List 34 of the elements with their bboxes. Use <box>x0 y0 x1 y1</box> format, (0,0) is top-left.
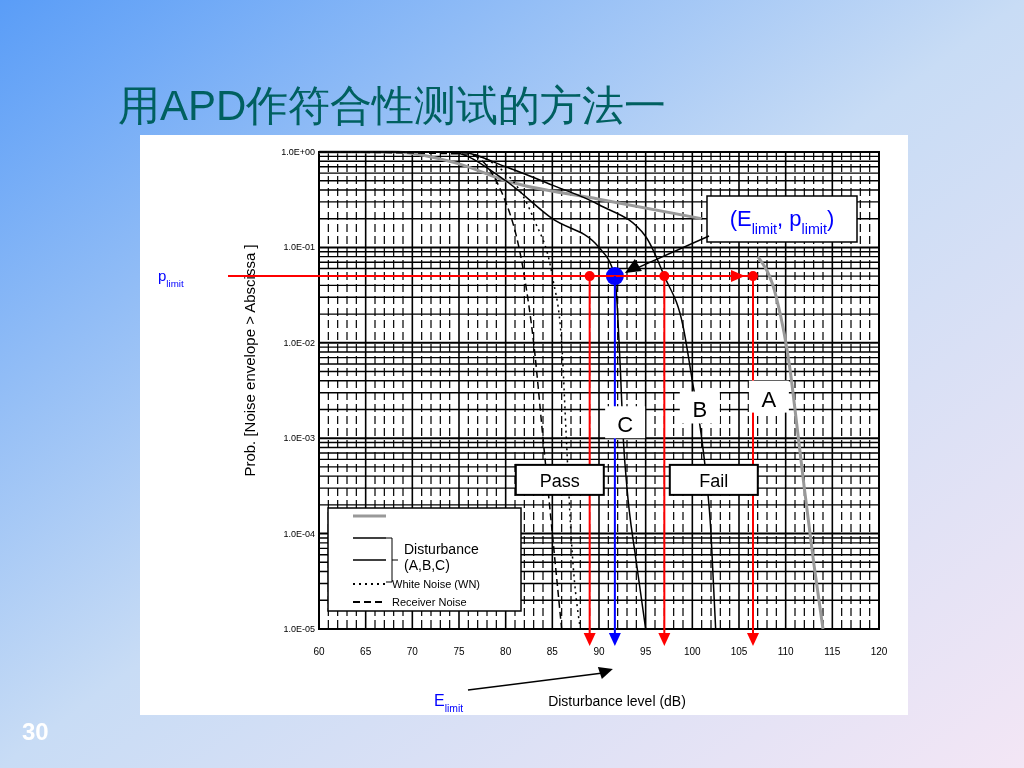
series-label: C <box>617 412 634 438</box>
annotation: Disturbance (A,B,C) <box>404 541 479 573</box>
x-tick-label: 105 <box>730 646 748 657</box>
y-tick-label: 1.0E-02 <box>283 337 315 348</box>
x-tick-label: 75 <box>453 646 465 657</box>
x-tick-label: 115 <box>824 646 841 657</box>
series-label: A <box>761 386 777 412</box>
annotation: Fail <box>699 470 729 491</box>
x-tick-label: 65 <box>360 646 372 657</box>
x-tick-label: 85 <box>546 646 559 657</box>
y-tick-label: 1.0E-05 <box>283 624 315 634</box>
y-tick-label: 1.0E-04 <box>283 528 315 539</box>
x-tick-label: 95 <box>640 646 652 657</box>
text: 30 <box>22 718 49 745</box>
chart-title: 用APD作符合性测试的方法一 <box>118 82 667 129</box>
x-tick-label: 120 <box>870 646 888 657</box>
annotation: Pass <box>539 470 580 491</box>
y-tick-label: 1.0E-03 <box>283 433 315 444</box>
y-axis-title: Prob. [Noise envelope > Abscissa ] <box>241 244 258 477</box>
x-tick-label: 80 <box>500 646 512 657</box>
ref-line-label: E$_{limit}$ <box>434 692 464 714</box>
y-tick-label: 1.0E-01 <box>283 242 315 253</box>
x-tick-label: 110 <box>777 646 795 657</box>
x-tick-label: 90 <box>593 646 605 657</box>
ref-line-label: p$_{limit}$ <box>158 267 184 289</box>
series-label: B <box>692 397 708 423</box>
x-tick-label: 100 <box>683 646 702 657</box>
legend-label: Receiver Noise <box>392 596 467 608</box>
x-tick-label: 60 <box>313 646 325 657</box>
x-tick-label: 70 <box>406 646 419 657</box>
legend-label: White Noise (WN) <box>392 578 481 590</box>
annotation: (E$_{limit}$, p$_{limit}$) <box>729 206 835 237</box>
x-axis-title: Disturbance level (dB) <box>548 693 686 709</box>
y-tick-label: 1.0E+00 <box>281 147 315 157</box>
